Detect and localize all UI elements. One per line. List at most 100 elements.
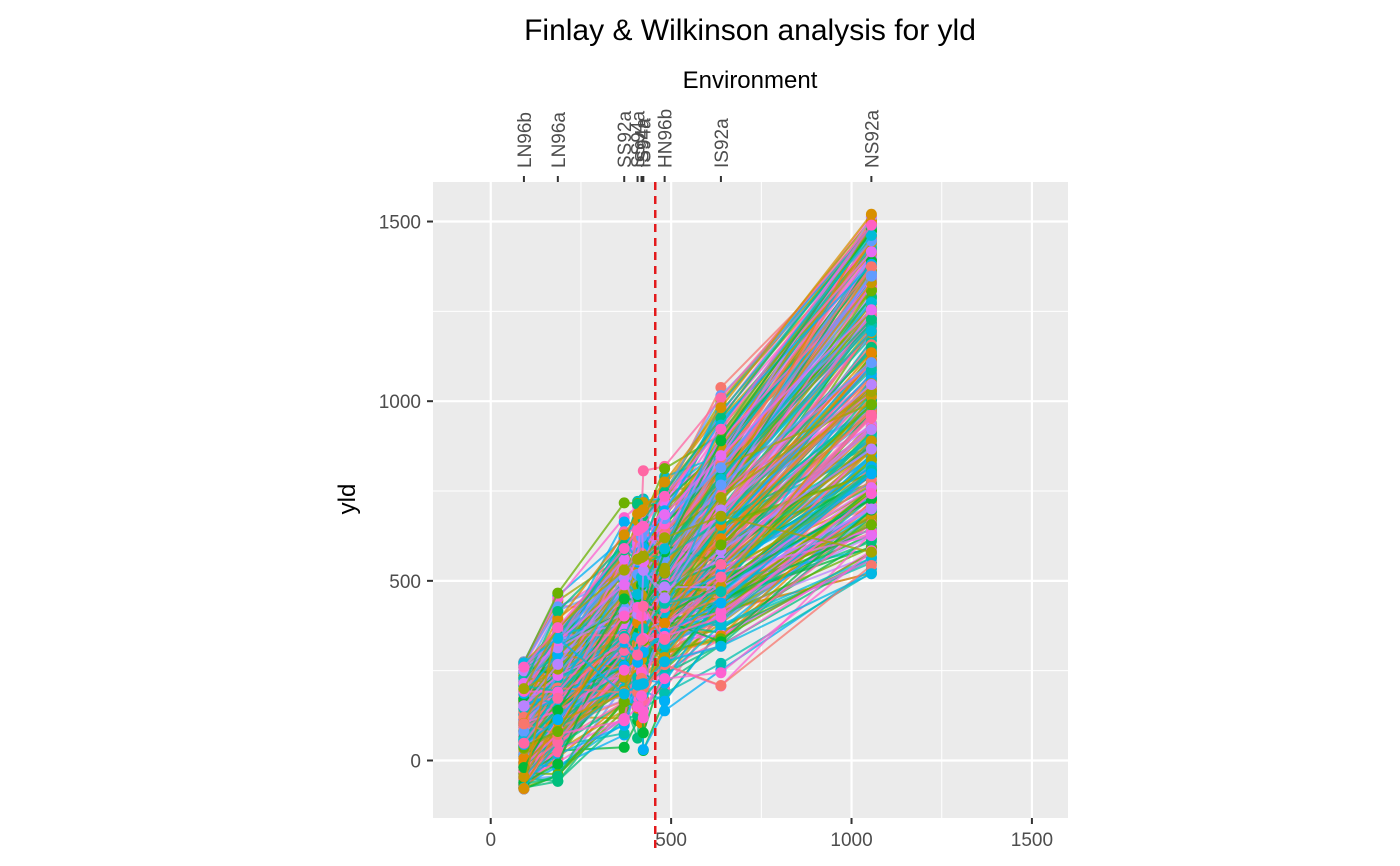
series-point — [659, 705, 671, 717]
series-point — [518, 783, 530, 794]
series-point — [618, 664, 630, 676]
series-point — [865, 546, 877, 558]
series-point — [518, 700, 530, 712]
series-group — [518, 208, 877, 795]
series-point — [865, 503, 877, 515]
series-point — [715, 539, 727, 551]
series-point — [659, 656, 671, 668]
series-point — [637, 678, 649, 690]
series-point — [715, 558, 727, 570]
series-point — [865, 261, 877, 273]
series-point — [865, 568, 877, 580]
series-point — [618, 579, 630, 591]
series-point — [659, 633, 671, 645]
series-point — [715, 435, 727, 447]
series-point — [618, 633, 630, 645]
env-tick-label: LN96b — [515, 112, 536, 168]
series-point — [618, 715, 630, 727]
series-point — [659, 562, 671, 574]
series-point — [865, 357, 877, 369]
env-tick-label: IS94a — [634, 118, 655, 168]
environment-axis-title: Environment — [683, 67, 818, 94]
series-point — [659, 695, 671, 707]
series-point — [659, 543, 671, 555]
series-point — [865, 560, 877, 571]
series-point — [865, 285, 877, 297]
series-point — [636, 690, 647, 702]
series-point — [636, 610, 647, 622]
series-point — [865, 530, 877, 542]
series-point — [636, 634, 647, 646]
series-point — [715, 423, 727, 435]
env-tick-label: NS92a — [862, 109, 883, 168]
series-point — [637, 520, 649, 532]
series-point — [715, 586, 727, 598]
series-point — [865, 347, 877, 359]
series-point — [715, 611, 727, 623]
y-tick-label: 1000 — [379, 392, 421, 413]
series-point — [865, 304, 877, 316]
series-point — [865, 246, 877, 258]
series-point — [865, 229, 877, 241]
y-tick-label: 1500 — [379, 213, 421, 234]
series-point — [865, 410, 877, 422]
series-point — [552, 587, 564, 599]
series-point — [715, 392, 727, 404]
series-point — [865, 488, 877, 500]
x-tick-label: 1000 — [830, 830, 872, 851]
series-point — [865, 424, 877, 435]
series-point — [632, 649, 644, 661]
series-point — [637, 504, 649, 516]
series-point — [552, 692, 564, 704]
series-point — [637, 727, 649, 739]
series-point — [637, 550, 649, 562]
series-point — [518, 737, 530, 749]
series-point — [659, 463, 671, 475]
series-point — [659, 532, 671, 544]
series-point — [715, 462, 727, 474]
series-point — [518, 726, 530, 737]
series-point — [715, 640, 727, 652]
series-point — [715, 479, 727, 491]
y-axis-title: yld — [334, 484, 361, 515]
y-axis: 0 500 1000 1500 — [379, 213, 433, 773]
env-tick-label: IS94a — [633, 118, 654, 168]
env-tick-label: SS92a — [615, 111, 636, 168]
series-point — [865, 314, 877, 325]
series-point — [618, 593, 630, 605]
series-point — [865, 379, 877, 390]
series-point — [552, 726, 564, 737]
x-tick-label: 0 — [485, 830, 496, 851]
series-point — [659, 673, 671, 685]
series-point — [637, 706, 649, 717]
x-tick-label: 1500 — [1011, 830, 1053, 851]
x-axis: 0 500 1000 1500 — [485, 818, 1053, 851]
series-point — [865, 435, 877, 447]
series-point — [715, 382, 727, 393]
series-point — [552, 758, 564, 770]
series-point — [865, 325, 877, 337]
series-point — [715, 492, 727, 503]
series-point — [865, 443, 877, 455]
series-point — [659, 581, 671, 593]
series-point — [618, 741, 630, 753]
series-point — [865, 208, 877, 220]
series-point — [715, 657, 727, 669]
series-point — [715, 450, 727, 462]
series-point — [618, 516, 630, 528]
series-point — [618, 610, 630, 622]
series-point — [865, 399, 877, 411]
series-point — [552, 658, 564, 670]
series-point — [552, 704, 564, 716]
series-point — [552, 746, 564, 758]
series-point — [618, 564, 630, 576]
series-point — [518, 661, 530, 673]
series-point — [632, 589, 644, 600]
series-point — [865, 468, 877, 480]
x-tick-label: 500 — [655, 830, 687, 851]
series-point — [618, 688, 630, 700]
chart-title: Finlay & Wilkinson analysis for yld — [524, 14, 976, 47]
series-point — [715, 597, 727, 609]
series-point — [618, 497, 630, 509]
